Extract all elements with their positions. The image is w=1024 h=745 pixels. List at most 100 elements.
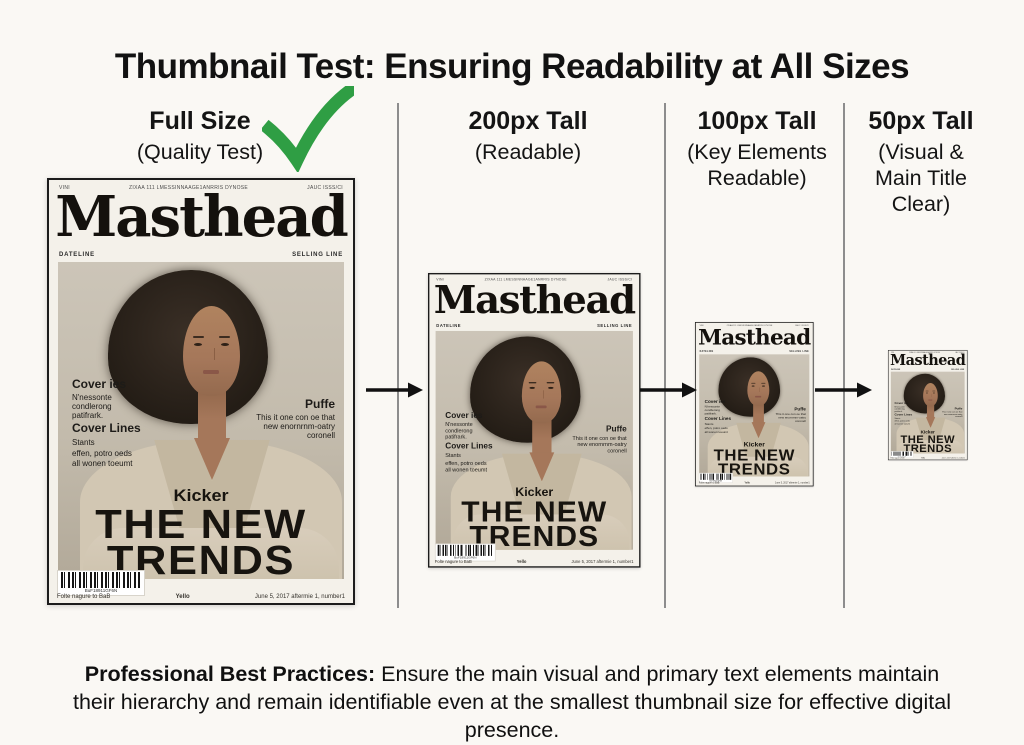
cover-top-right: JAUC ISSS/CI [607,277,633,282]
cover-bottom-left: Folte nagure to BaB [890,457,905,459]
masthead-title: Masthead [698,324,811,350]
selling-line-label: SELLING LINE [789,350,809,353]
cover-line-block-2: Cover Lines Stants effen, potro oeds all… [72,421,141,468]
barcode: BuF18911GF6N [57,570,145,596]
model-neck [532,415,552,456]
model-neck [753,401,764,424]
model-chest [925,417,936,428]
barcode-number: BuF18911GF6N [709,479,723,482]
barcode-stripes [891,451,913,456]
cover-headline: Kicker THE NEW TRENDS [40,486,362,581]
masthead-title: Masthead [55,184,348,250]
cover-puff-block: Puffe This it one con oe that new enornr… [941,406,963,418]
column-header-100px: 100px Tall (Key Elements Readable) [687,107,827,190]
magazine-cover: VINI ZIXAA 111 LMESSINNAAGE1ANRRIS DYNOS… [428,273,641,568]
cover-slot-100px: VINI ZIXAA 111 LMESSINNAAGE1ANRRIS DYNOS… [692,322,816,487]
cover-bottom-line: Folte nagure to BaB Yello June 5, 2017 a… [891,457,965,459]
cover-top-left: VINI [891,351,894,354]
cover-photo [699,354,810,477]
cover-bottom-right: June 5, 2017 aftermie 1, number1 [941,457,965,459]
model-chest [751,422,766,439]
cover-subline: DATELINE SELLING LINE [700,350,809,352]
barcode-stripes [61,572,141,588]
cover-top-right: JAUC ISSS/CI [955,351,965,354]
cover-line-block-1: Cover ies N'nessonte condlerong patifrar… [72,377,127,421]
model-neck [926,403,935,419]
selling-line-label: SELLING LINE [951,369,965,371]
column-divider [843,103,845,608]
cover-bottom-left: Folte nagure to BaB [57,594,111,600]
kicker-label: Kicker [173,486,229,505]
kicker-label: Kicker [743,440,765,448]
cover-photo [435,330,633,550]
cover-headline: Kicker THE NEW TRENDS [423,486,645,551]
cover-line-block-1: Cover ies N'nessonte condlerong patifrar… [894,401,909,413]
best-practices-label: Professional Best Practices: [84,661,376,686]
headline-line-1: THE NEW [900,433,956,446]
cover-top-left: VINI [436,277,444,282]
infographic-canvas: Thumbnail Test: Ensuring Readability at … [47,47,974,742]
kicker-label: Kicker [920,429,935,435]
barcode: BuF18911GF6N [434,543,496,562]
cover-bottom-line: Folte nagure to BaB Yello June 5, 2017 a… [57,594,345,600]
cover-top-center: ZIXAA 111 LMESSINNAAGE1ANRRIS DYNOSE [129,185,249,191]
barcode-number: BuF18911GF6N [84,588,118,593]
cover-subline: DATELINE SELLING LINE [436,324,632,328]
cover-top-center: ZIXAA 111 LMESSINNAAGE1ANRRIS DYNOSE [484,277,567,282]
cover-top-right: JAUC ISSS/CI [307,185,343,191]
cover-line-block-2: Cover Lines Stants effen, potro oeds all… [704,415,732,434]
barcode-stripes [700,473,732,480]
best-practices-text: Ensure the main visual and primary text … [73,661,951,743]
cover-bottom-left: Folte nagure to BaB [698,482,720,485]
cover-subline: DATELINE SELLING LINE [891,369,964,371]
model-face [923,383,938,407]
headline-line-1: THE NEW [95,501,307,547]
cover-puff-block: Puffe This it one con oe that new enornr… [572,424,627,455]
model-chest [529,452,555,482]
cover-bottom-center: Yello [744,482,750,485]
cover-bottom-right: June 5, 2017 aftermie 1, number1 [775,482,810,485]
barcode: BuF18911GF6N [890,451,914,458]
dateline-label: DATELINE [891,369,901,371]
cover-puff-block: Puffe This it one con oe that new enornr… [256,397,335,441]
cover-photo [890,371,965,454]
magazine-cover: VINI ZIXAA 111 LMESSINNAAGE1ANRRIS DYNOS… [888,350,968,461]
model-crossed-arms [708,456,808,477]
barcode-number: BuF18911GF6N [454,555,477,560]
selling-line-label: SELLING LINE [597,324,633,329]
cover-headline: Kicker THE NEW TRENDS [692,440,816,477]
cover-line-block-1: Cover ies N'nessonte condlerong patifrar… [445,410,483,441]
best-practices-note: Professional Best Practices: Ensure the … [62,660,962,745]
cover-top-line: VINI ZIXAA 111 LMESSINNAAGE1ANRRIS DYNOS… [436,278,632,282]
barcode: BuF18911GF6N [698,472,733,483]
arrow-right-icon [815,382,872,398]
model-crossed-arms [897,440,964,454]
barcode-number: BuF18911GF6N [897,455,907,458]
cover-top-line: VINI ZIXAA 111 LMESSINNAAGE1ANRRIS DYNOS… [59,185,343,191]
cover-line-block-2: Cover Lines Stants effen, potro oeds all… [894,412,913,425]
cover-slot-50px: VINI ZIXAA 111 LMESSINNAAGE1ANRRIS DYNOS… [888,350,968,461]
column-divider [664,103,666,608]
cover-top-left: VINI [699,324,704,328]
cover-top-line: VINI ZIXAA 111 LMESSINNAAGE1ANRRIS DYNOS… [891,352,964,354]
cover-top-left: VINI [59,185,70,191]
magazine-cover: VINI ZIXAA 111 LMESSINNAAGE1ANRRIS DYNOS… [692,322,816,487]
masthead-title: Masthead [433,277,636,323]
arrow-right-icon [366,382,423,398]
cover-bottom-right: June 5, 2017 aftermie 1, number1 [254,594,345,600]
cover-line-block-1: Cover ies N'nessonte condlerong patifrar… [704,398,726,416]
headline-line-1: THE NEW [713,446,796,465]
barcode-stripes [437,544,493,556]
page-title: Thumbnail Test: Ensuring Readability at … [114,47,910,87]
dateline-label: DATELINE [59,252,95,258]
cover-subline: DATELINE SELLING LINE [59,252,343,258]
cover-slot-full-size: VINI ZIXAA 111 LMESSINNAAGE1ANRRIS DYNOS… [47,178,355,605]
model-face [183,306,240,396]
cover-bottom-center: Yello [921,457,925,459]
model-chest [194,438,230,480]
cover-bottom-line: Folte nagure to BaB Yello June 5, 2017 a… [699,482,810,484]
cover-bottom-center: Yello [516,560,527,565]
dateline-label: DATELINE [436,324,462,329]
cover-top-center: ZIXAA 111 LMESSINNAAGE1ANRRIS DYNOSE [726,324,773,328]
green-checkmark-icon [262,86,354,172]
